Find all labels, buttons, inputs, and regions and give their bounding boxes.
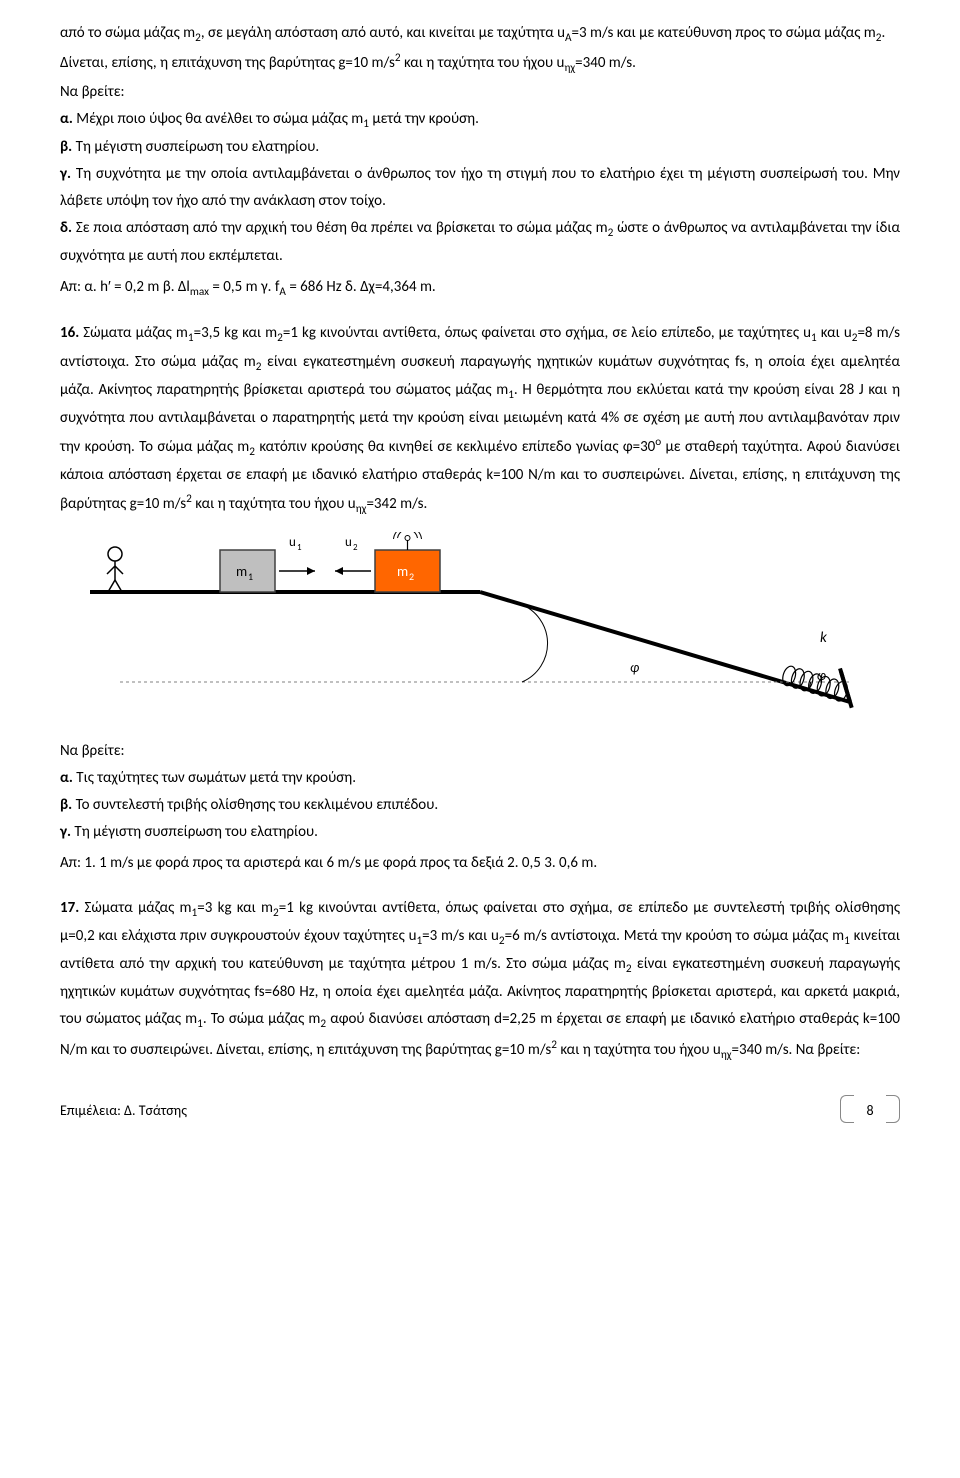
text: μετά την κρούση. bbox=[369, 110, 479, 128]
label: δ. bbox=[60, 219, 72, 237]
find-label: Να βρείτε: bbox=[60, 79, 900, 106]
text: Τη συχνότητα με την οποία αντιλαμβάνεται… bbox=[60, 165, 900, 210]
text: =3 kg και m bbox=[197, 899, 273, 917]
question-d: δ. Σε ποια απόσταση από την αρχική του θ… bbox=[60, 215, 900, 270]
diagram-16: φm1m2u1u2kφ bbox=[60, 532, 900, 732]
subscript: max bbox=[190, 285, 209, 299]
svg-text:2: 2 bbox=[409, 570, 414, 583]
text: . Το σώμα μάζας m bbox=[203, 1010, 321, 1028]
text: κατόπιν κρούσης θα κινηθεί σε κεκλιμένο … bbox=[255, 438, 655, 456]
intro-paragraph-2: Δίνεται, επίσης, η επιτάχυνση της βαρύτη… bbox=[60, 48, 900, 78]
text: Σε ποια απόσταση από την αρχική του θέση… bbox=[72, 219, 608, 237]
problem-16-text: 16. Σώματα μάζας m1=3,5 kg και m2=1 kg κ… bbox=[60, 320, 900, 519]
answers-16: Απ: 1. 1 m/s με φορά προς τα αριστερά κα… bbox=[60, 850, 900, 877]
svg-text:φ: φ bbox=[630, 659, 639, 676]
problem-17: 17. Σώματα μάζας m1=3 kg και m2=1 kg κιν… bbox=[60, 895, 900, 1065]
text: και η ταχύτητα του ήχου u bbox=[401, 54, 565, 72]
text: Τις ταχύτητες των σωμάτων μετά την κρούσ… bbox=[73, 769, 356, 787]
text: Απ: α. bbox=[60, 278, 100, 296]
svg-text:m: m bbox=[236, 563, 247, 580]
value: h′ = 0,2 m bbox=[100, 278, 159, 296]
exercise-number: 16. bbox=[60, 324, 79, 342]
text: Μέχρι ποιο ύψος θα ανέλθει το σώμα μάζας… bbox=[73, 110, 363, 128]
text: =340 m/s. bbox=[575, 54, 636, 72]
label: γ. bbox=[60, 165, 71, 183]
question-a: α. Μέχρι ποιο ύψος θα ανέλθει το σώμα μά… bbox=[60, 106, 900, 134]
svg-text:u: u bbox=[289, 535, 296, 550]
label: β. bbox=[60, 796, 72, 814]
question-b: β. Τη μέγιστη συσπείρωση του ελατηρίου. bbox=[60, 134, 900, 161]
text: =6 m/s αντίστοιχα. Μετά την κρούση το σώ… bbox=[505, 927, 845, 945]
subscript: ηχ bbox=[356, 502, 367, 516]
svg-text:1: 1 bbox=[297, 542, 302, 553]
text: και u bbox=[817, 324, 852, 342]
exercise-number: 17. bbox=[60, 899, 79, 917]
label: α. bbox=[60, 769, 73, 787]
text: . bbox=[881, 24, 885, 42]
subscript: ηχ bbox=[721, 1048, 732, 1062]
page-number-box: 8 bbox=[840, 1095, 900, 1123]
physics-diagram: φm1m2u1u2kφ bbox=[90, 532, 870, 722]
text: Δίνεται, επίσης, η επιτάχυνση της βαρύτη… bbox=[60, 54, 395, 72]
value: = 0,5 m bbox=[209, 278, 258, 296]
page-footer: Επιμέλεια: Δ. Τσάτσης 8 bbox=[60, 1095, 900, 1123]
svg-text:1: 1 bbox=[248, 570, 253, 583]
text: Σώματα μάζας m bbox=[79, 324, 188, 342]
text: γ. bbox=[258, 278, 275, 296]
question-c: γ. Τη μέγιστη συσπείρωση του ελατηρίου. bbox=[60, 819, 900, 846]
text: =3 m/s και u bbox=[422, 927, 499, 945]
subscript: ηχ bbox=[564, 61, 575, 75]
svg-text:u: u bbox=[345, 535, 352, 550]
text: Τη μέγιστη συσπείρωση του ελατηρίου. bbox=[72, 138, 319, 156]
text: Σώματα μάζας m bbox=[79, 899, 191, 917]
text: Τη μέγιστη συσπείρωση του ελατηρίου. bbox=[71, 823, 318, 841]
answers-15: Απ: α. h′ = 0,2 m β. Δlmax = 0,5 m γ. fA… bbox=[60, 274, 900, 302]
credit-text: Επιμέλεια: Δ. Τσάτσης bbox=[60, 1098, 187, 1123]
problem-17-text: 17. Σώματα μάζας m1=3 kg και m2=1 kg κιν… bbox=[60, 895, 900, 1065]
label: γ. bbox=[60, 823, 71, 841]
text: =340 m/s. Να βρείτε: bbox=[732, 1041, 861, 1059]
question-b: β. Το συντελεστή τριβής ολίσθησης του κε… bbox=[60, 792, 900, 819]
text: =3,5 kg και m bbox=[194, 324, 278, 342]
question-a: α. Τις ταχύτητες των σωμάτων μετά την κρ… bbox=[60, 765, 900, 792]
text: =3 m/s και με κατεύθυνση προς το σώμα μά… bbox=[572, 24, 876, 42]
svg-text:φ: φ bbox=[817, 667, 826, 684]
intro-paragraph-1: από το σώμα μάζας m2, σε μεγάλη απόσταση… bbox=[60, 20, 900, 48]
text: από το σώμα μάζας m bbox=[60, 24, 195, 42]
text: Το συντελεστή τριβής ολίσθησης του κεκλι… bbox=[72, 796, 438, 814]
text: Δl bbox=[178, 278, 190, 296]
text: β. bbox=[159, 278, 178, 296]
problem-16: 16. Σώματα μάζας m 1 =3,5 kg και m 2 =1 kg κ… bbox=[60, 320, 900, 876]
question-c: γ. Τη συχνότητα με την οποία αντιλαμβάνε… bbox=[60, 161, 900, 215]
label: α. bbox=[60, 110, 73, 128]
problem-15-continuation: από το σώμα μάζας m2, σε μεγάλη απόσταση… bbox=[60, 20, 900, 302]
text: =342 m/s. bbox=[366, 495, 427, 513]
text: =1 kg κινούνται αντίθετα, όπως φαίνεται … bbox=[283, 324, 811, 342]
text: δ. Δχ=4,364 m. bbox=[342, 278, 436, 296]
svg-text:2: 2 bbox=[353, 542, 358, 553]
text: και η ταχύτητα του ήχου u bbox=[557, 1041, 721, 1059]
find-label: Να βρείτε: bbox=[60, 738, 900, 765]
label: β. bbox=[60, 138, 72, 156]
value: = 686 Hz bbox=[286, 278, 342, 296]
svg-text:k: k bbox=[820, 629, 827, 647]
text: , σε μεγάλη απόσταση από αυτό, και κινεί… bbox=[201, 24, 565, 42]
text: και η ταχύτητα του ήχου u bbox=[192, 495, 356, 513]
svg-text:m: m bbox=[397, 563, 408, 580]
